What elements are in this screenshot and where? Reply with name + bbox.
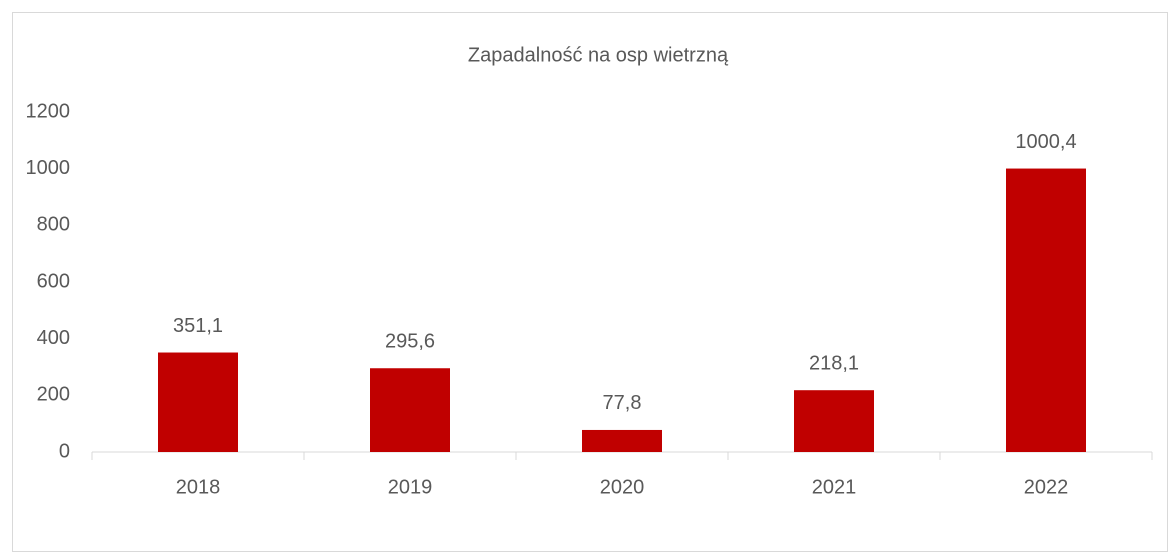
data-label: 295,6 <box>385 331 435 353</box>
y-tick-label: 600 <box>37 270 70 292</box>
data-label: 1000,4 <box>1015 131 1076 153</box>
chart-title: Zapadalność na osp wietrzną <box>468 44 729 66</box>
bar <box>158 352 238 452</box>
y-tick-label: 400 <box>37 327 70 349</box>
x-tick-label: 2021 <box>812 476 857 498</box>
y-tick-label: 0 <box>59 440 70 462</box>
data-label: 77,8 <box>603 392 642 414</box>
chart-border <box>12 12 1168 552</box>
x-tick-label: 2020 <box>600 476 645 498</box>
y-tick-label: 800 <box>37 214 70 236</box>
y-tick-label: 1000 <box>26 157 71 179</box>
bar <box>1006 168 1086 452</box>
bar <box>370 368 450 452</box>
y-tick-label: 200 <box>37 384 70 406</box>
bar <box>794 390 874 452</box>
y-tick-label: 1200 <box>26 100 71 122</box>
bar <box>582 429 662 452</box>
data-label: 351,1 <box>173 315 223 337</box>
x-tick-label: 2019 <box>388 476 433 498</box>
x-tick-label: 2018 <box>176 476 221 498</box>
x-tick-label: 2022 <box>1024 476 1069 498</box>
data-label: 218,1 <box>809 352 859 374</box>
